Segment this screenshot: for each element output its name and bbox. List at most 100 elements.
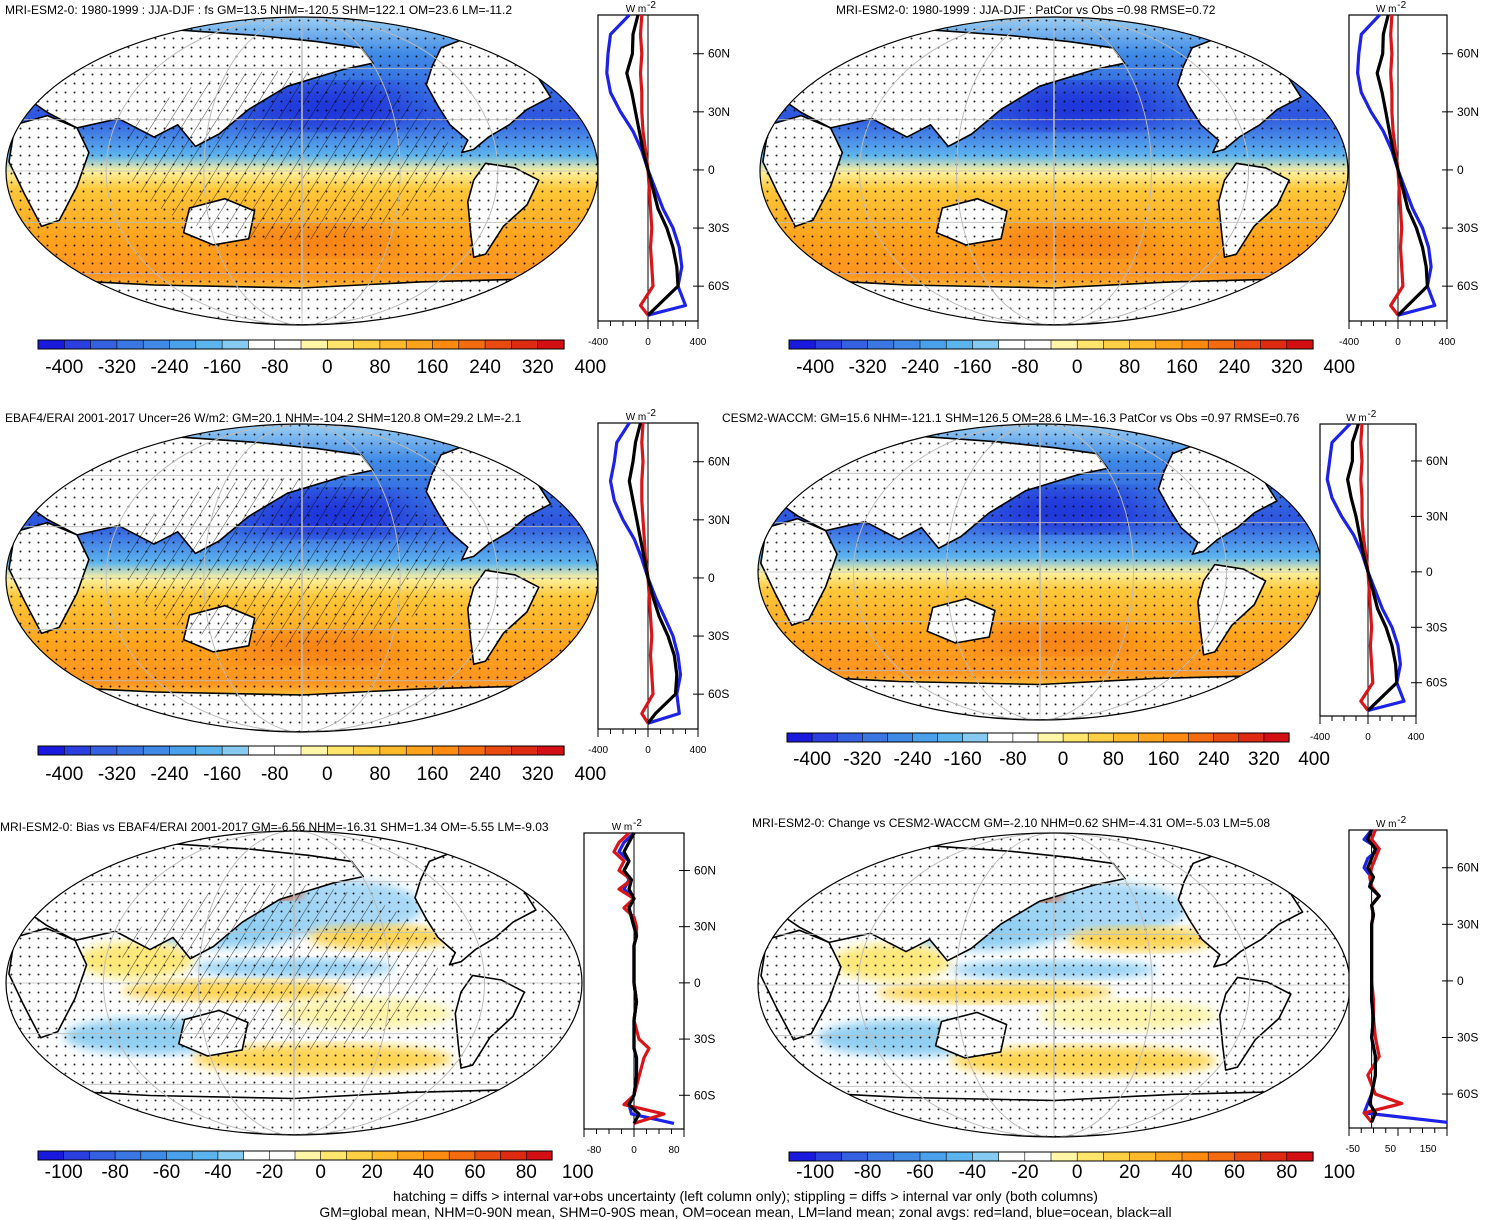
colorbar-box [474, 1150, 502, 1161]
colorbar-box [217, 1150, 245, 1161]
lat-label: 0 [1457, 974, 1464, 988]
colorbar-label: -80 [261, 357, 288, 378]
colorbar-box [919, 1151, 947, 1162]
colorbar-box [1087, 732, 1114, 743]
panel-title-6: MRI-ESM2-0: Change vs CESM2-WACCM GM=-2.… [752, 816, 1270, 830]
gridline-lon [198, 831, 390, 1135]
colorbar-box [1012, 732, 1039, 743]
footer-line-2: GM=global mean, NHM=0-90N mean, SHM=0-90… [319, 1204, 1172, 1220]
colorbar-frame [788, 339, 1314, 350]
gridline-lon [1039, 424, 1041, 720]
colorbar-label: -400 [45, 764, 83, 785]
colorbar-box [294, 1150, 322, 1161]
colorbar-box [511, 745, 539, 756]
colorbar-5: -100 -80 -60 -40 -20 0 20 40 60 80 100 [37, 1150, 594, 1183]
panel-title-5: MRI-ESM2-0: Bias vs EBAF4/ERAI 2001-2017… [0, 820, 549, 834]
colorbar-label: 0 [1072, 357, 1083, 378]
x-label: -400 [588, 745, 608, 756]
map-panel-6 [757, 832, 1351, 1138]
lat-label: 30S [1457, 221, 1478, 235]
colorbar-label: -160 [953, 357, 991, 378]
colorbar-box [1103, 339, 1131, 350]
colorbar-box [1050, 339, 1078, 350]
colorbar-box [811, 732, 838, 743]
colorbar-label: 80 [369, 357, 390, 378]
colorbar-box [1113, 732, 1140, 743]
colorbar-2: -400 -320 -240 -160 -80 0 80 160 240 320 400 [788, 339, 1355, 378]
colorbar-box [353, 339, 381, 350]
colorbar-box [867, 1151, 895, 1162]
lat-label: 30S [708, 629, 729, 643]
zonal-line-all [622, 832, 641, 1125]
map-border [759, 16, 1349, 326]
map-panel-3 [5, 423, 599, 733]
gridline-lon [301, 17, 303, 325]
colorbar-box [1155, 1151, 1183, 1162]
colorbar-label: -320 [98, 764, 136, 785]
colorbar-box [221, 339, 250, 350]
colorbar-box [458, 339, 486, 350]
lat-label: 60S [694, 1088, 715, 1102]
colorbar-box [274, 339, 302, 350]
colorbar-label: 0 [315, 1162, 326, 1183]
colorbar-box [1129, 1151, 1157, 1162]
colorbar-label: -40 [204, 1162, 231, 1183]
gridline-lon [859, 17, 1249, 325]
colorbar-box [274, 745, 302, 756]
colorbar-label: -400 [796, 357, 834, 378]
colorbar-box [1062, 732, 1089, 743]
continent-greenland [1264, 437, 1312, 482]
colorbar-box [937, 732, 964, 743]
colorbar-label: 160 [417, 764, 449, 785]
colorbar-box [243, 1150, 270, 1161]
colorbar-label: 80 [1276, 1162, 1297, 1183]
lat-label: 60S [708, 279, 729, 293]
colorbar-label: 40 [413, 1162, 434, 1183]
colorbar-box [919, 339, 947, 350]
x-label: 0 [645, 745, 651, 756]
hatching [121, 884, 438, 1052]
colorbar-box [484, 745, 513, 756]
colorbar-box [191, 1150, 219, 1161]
colorbar-box [1181, 1151, 1209, 1162]
colorbar-box [867, 339, 895, 350]
zonal-plot-6: 60N 30N 0 30S 60S -50 50 150 W m -2 [1346, 815, 1479, 1155]
gridline-lon [852, 424, 1228, 720]
unit-exponent: -2 [1397, 0, 1406, 11]
colorbar-label: 0 [322, 764, 333, 785]
colorbar-frame [786, 732, 1290, 743]
colorbar-box [458, 745, 486, 756]
colorbar-box [786, 732, 813, 743]
colorbar-label: -80 [101, 1162, 128, 1183]
colorbar-box [1286, 339, 1314, 350]
lat-label: 60S [1426, 676, 1447, 690]
colorbar-box [326, 745, 355, 756]
colorbar-label: 100 [562, 1162, 594, 1183]
x-label: 400 [690, 745, 707, 756]
unit-exponent: -2 [633, 818, 642, 829]
zonal-plot-5: 60N 30N 0 30S 60S -80 0 80 W m -2 [583, 818, 716, 1156]
colorbar-label: 240 [1198, 749, 1230, 770]
gridline-lon [946, 424, 1134, 720]
colorbar-box [169, 339, 197, 350]
colorbar-label: -100 [45, 1162, 83, 1183]
x-label: -400 [1310, 732, 1330, 743]
colorbar-label: 100 [1323, 1162, 1355, 1183]
gridline-lon [293, 831, 295, 1135]
hatching [124, 477, 450, 648]
colorbar-label: -160 [944, 749, 982, 770]
lat-label: 30N [694, 920, 716, 934]
colorbar-label: -400 [45, 357, 83, 378]
colorbar-box [841, 339, 869, 350]
colorbar-box [405, 745, 434, 756]
colorbar-label: 0 [322, 357, 333, 378]
colorbar-box [353, 745, 381, 756]
colorbar-label: 240 [469, 764, 501, 785]
map-panel-5 [5, 830, 583, 1136]
colorbar-box [89, 1150, 116, 1161]
colorbar-box [972, 1151, 1000, 1162]
gridline-lon [203, 17, 401, 325]
unit-label: W m [626, 412, 647, 423]
zonal-frame [1348, 829, 1448, 1129]
x-label: 80 [668, 1145, 680, 1156]
